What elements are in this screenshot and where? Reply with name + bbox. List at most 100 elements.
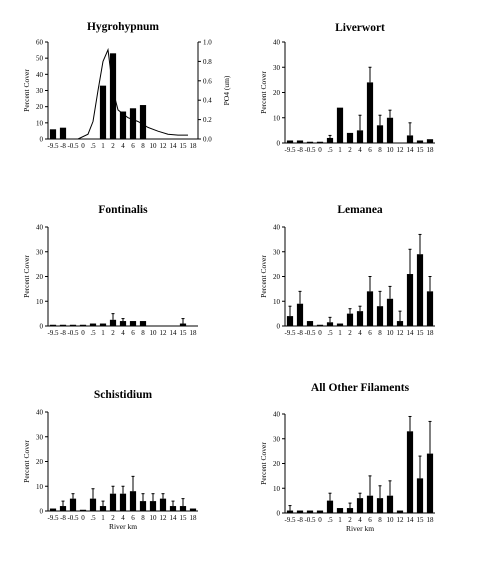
y-tick-label: 30 — [273, 435, 281, 443]
bar — [119, 493, 127, 511]
bar — [129, 491, 137, 511]
bar — [346, 313, 354, 326]
x-tick-label: 18 — [190, 514, 198, 522]
x-tick-label: 18 — [427, 516, 435, 524]
y2-tick-label: 1.0 — [203, 39, 212, 47]
x-tick-label: 4 — [358, 329, 362, 337]
bar — [296, 140, 304, 143]
bar — [366, 495, 374, 513]
x-tick-label: -9.5 — [47, 514, 59, 522]
bar — [286, 140, 294, 143]
x-tick-label: -8 — [297, 329, 303, 337]
bar — [386, 298, 394, 326]
chart-title: Hygrohypnum — [87, 21, 159, 33]
bar — [69, 324, 77, 326]
y-tick-label: 30 — [36, 87, 44, 95]
x-tick-label: 1 — [338, 146, 342, 154]
chart-title: Lemanea — [337, 204, 383, 216]
x-tick-label: -9.5 — [284, 516, 296, 524]
x-tick-label: 15 — [417, 516, 425, 524]
x-axis-label: River km — [109, 522, 137, 531]
x-tick-label: 12 — [160, 329, 168, 337]
bar — [426, 139, 434, 143]
bar — [376, 306, 384, 326]
x-tick-label: 8 — [141, 142, 145, 150]
bar — [356, 130, 364, 143]
y2-tick-label: 0.0 — [203, 136, 212, 144]
bar — [426, 453, 434, 513]
y-tick-label: 20 — [273, 89, 281, 97]
bar — [316, 141, 324, 143]
bar — [336, 508, 344, 513]
y-tick-label: 10 — [36, 298, 44, 306]
bar — [49, 129, 57, 139]
x-tick-label: 10 — [150, 142, 158, 150]
x-tick-label: -8 — [297, 516, 303, 524]
x-tick-label: -8 — [297, 146, 303, 154]
x-tick-label: 6 — [368, 516, 372, 524]
bar — [326, 322, 334, 326]
bar — [306, 510, 314, 513]
y2-tick-label: 0.8 — [203, 58, 212, 66]
x-tick-label: 15 — [417, 329, 425, 337]
x-tick-label: 6 — [131, 329, 135, 337]
bar — [99, 85, 107, 139]
bar — [316, 324, 324, 326]
x-tick-label: -8 — [60, 142, 66, 150]
y-tick-label: 0 — [40, 508, 44, 516]
y-tick-label: 0 — [277, 323, 281, 331]
x-tick-label: 8 — [141, 514, 145, 522]
y-tick-label: 30 — [273, 248, 281, 256]
bar — [129, 321, 137, 326]
bar — [59, 324, 67, 326]
y2-tick-label: 0.2 — [203, 116, 212, 124]
y-tick-label: 0 — [277, 510, 281, 518]
x-tick-label: 12 — [397, 329, 405, 337]
x-tick-label: 14 — [407, 329, 415, 337]
bar — [109, 53, 117, 139]
x-tick-label: 0 — [81, 329, 85, 337]
x-tick-label: 4 — [121, 514, 125, 522]
y-tick-label: 20 — [36, 103, 44, 111]
x-tick-label: -9.5 — [284, 146, 296, 154]
x-tick-label: 15 — [180, 514, 188, 522]
x-tick-label: 2 — [348, 146, 352, 154]
x-axis-label: River km — [346, 524, 374, 533]
x-tick-label: 10 — [150, 329, 158, 337]
x-tick-label: 14 — [407, 516, 415, 524]
x-tick-label: 6 — [368, 329, 372, 337]
bar — [416, 140, 424, 143]
y-tick-label: 10 — [36, 483, 44, 491]
x-tick-label: -0.5 — [67, 514, 79, 522]
y-tick-label: 20 — [36, 273, 44, 281]
bar — [109, 493, 117, 511]
x-tick-label: .5 — [90, 514, 96, 522]
x-tick-label: 18 — [190, 142, 198, 150]
bar — [49, 508, 57, 511]
x-tick-label: 0 — [81, 514, 85, 522]
y2-tick-label: 0.6 — [203, 77, 212, 85]
x-tick-label: -0.5 — [304, 329, 316, 337]
bar — [426, 291, 434, 326]
x-tick-label: 6 — [131, 142, 135, 150]
y-axis-label: Percent Cover — [259, 442, 268, 485]
x-tick-label: .5 — [90, 142, 96, 150]
bar — [286, 510, 294, 513]
y-tick-label: 10 — [273, 298, 281, 306]
x-tick-label: 0 — [81, 142, 85, 150]
y-axis-label: Percent Cover — [259, 255, 268, 298]
y-tick-label: 40 — [273, 39, 281, 47]
x-tick-label: 14 — [407, 146, 415, 154]
po4-line — [68, 47, 188, 140]
y-tick-label: 50 — [36, 55, 44, 63]
x-tick-label: 2 — [111, 142, 115, 150]
bar — [139, 321, 147, 326]
bar — [286, 316, 294, 326]
x-tick-label: -0.5 — [304, 516, 316, 524]
chart-title: Schistidium — [94, 389, 153, 401]
x-tick-label: -9.5 — [47, 142, 59, 150]
x-tick-label: 10 — [387, 516, 395, 524]
bar — [119, 111, 127, 139]
